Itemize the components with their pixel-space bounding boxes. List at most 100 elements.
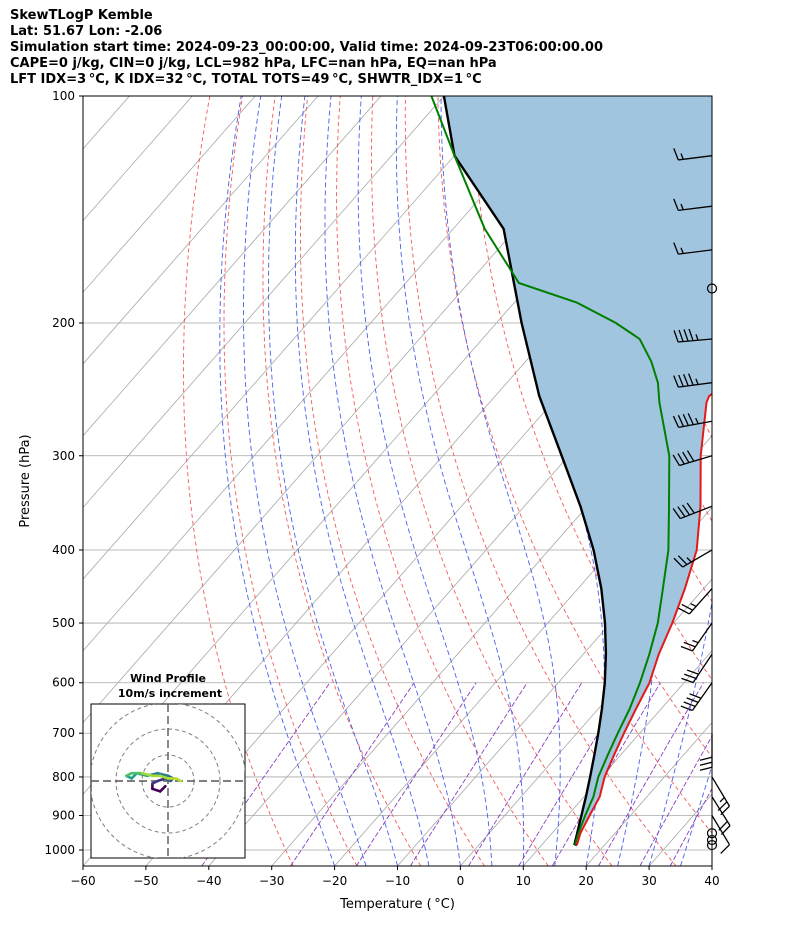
isotherm-line xyxy=(585,721,712,866)
x-tick-label: 20 xyxy=(579,874,594,888)
y-tick-label: 200 xyxy=(52,316,75,330)
dry-adiabat-line xyxy=(336,96,549,866)
moist-adiabat-line xyxy=(294,96,430,866)
y-tick-label: 400 xyxy=(52,543,75,557)
isotherm-line xyxy=(0,96,4,866)
barb-flag xyxy=(720,825,731,835)
cape-shaded-area xyxy=(443,96,712,846)
barb-flag xyxy=(699,756,713,761)
hodograph-segment xyxy=(174,777,183,783)
y-tick-label: 700 xyxy=(52,726,75,740)
hodograph-segment xyxy=(151,787,162,793)
dry-adiabat-line xyxy=(183,96,294,866)
wind-barb xyxy=(711,796,731,835)
barb-flag xyxy=(687,413,694,425)
barb-shaft xyxy=(678,205,713,212)
wind-barb xyxy=(672,502,713,520)
y-tick-label: 600 xyxy=(52,676,75,690)
x-tick-label: −20 xyxy=(322,874,347,888)
axes: −60 −50 −40 −30 −20 −10 0 10 20 30 40 1000 900 800 700… xyxy=(44,89,719,888)
chart-title: SkewTLogP Kemble xyxy=(10,8,153,23)
barb-flag xyxy=(680,645,693,652)
moist-adiabat-line xyxy=(268,96,398,866)
barb-flag xyxy=(699,766,713,771)
isotherm-line xyxy=(460,578,712,866)
barb-flag xyxy=(678,374,684,387)
wind-barb xyxy=(711,815,731,854)
isotherm-line xyxy=(83,96,445,509)
hodograph-segment xyxy=(156,771,170,778)
moist-adiabat-line xyxy=(395,96,525,866)
barb-half-flag xyxy=(695,334,699,341)
barb-flag xyxy=(673,330,679,343)
dry-adiabat-line xyxy=(764,96,794,866)
barb-flag xyxy=(720,805,730,816)
barb-shaft xyxy=(682,549,713,568)
y-axis-label: Pressure (hPa) xyxy=(18,434,33,527)
barb-flag xyxy=(673,198,679,211)
barb-flag xyxy=(673,242,679,255)
isotherm-line xyxy=(775,96,794,866)
barb-shaft xyxy=(680,505,713,520)
mixing-ratio-line xyxy=(355,682,477,866)
mixing-ratio-line xyxy=(410,682,528,866)
barb-shaft xyxy=(678,338,713,343)
x-axis-label: Temperature ( °C) xyxy=(339,897,455,912)
y-tick-label: 300 xyxy=(52,449,75,463)
barb-flag xyxy=(686,450,695,462)
barb-half-flag xyxy=(686,557,692,563)
time-line: Simulation start time: 2024-09-23_00:00:… xyxy=(10,40,603,55)
y-tick-label: 800 xyxy=(52,770,75,784)
x-tick-label: −40 xyxy=(196,874,221,888)
barb-flag xyxy=(683,374,689,387)
moist-adiabat-line xyxy=(711,864,712,866)
dry-adiabat-line xyxy=(698,96,712,149)
x-tick-label: −10 xyxy=(385,874,410,888)
barb-shaft xyxy=(692,653,713,683)
barb-flag xyxy=(673,375,679,388)
barb-flag xyxy=(677,453,685,465)
barb-half-flag xyxy=(695,378,699,385)
wind-barb xyxy=(680,682,713,712)
barb-flag xyxy=(677,506,686,518)
barb-flag xyxy=(689,693,702,699)
isotherm-line xyxy=(208,291,712,866)
wind-barb xyxy=(673,148,713,161)
barb-shaft xyxy=(711,815,731,846)
wind-barb xyxy=(673,328,713,343)
mixing-ratio-line xyxy=(669,787,712,866)
barb-flag xyxy=(686,697,699,703)
moist-adiabat-line xyxy=(680,764,712,866)
hodograph-title: Wind Profile xyxy=(130,672,206,685)
x-tick-label: 10 xyxy=(516,874,531,888)
wind-barb xyxy=(673,549,713,568)
x-tick-label: 30 xyxy=(641,874,656,888)
wind-barb xyxy=(680,622,713,652)
x-tick-label: 0 xyxy=(457,874,465,888)
hodograph-segment xyxy=(140,771,154,778)
moist-adiabat-line xyxy=(324,96,461,866)
barb-flag xyxy=(672,508,681,519)
wind-barbs xyxy=(672,148,731,854)
dry-adiabat-line xyxy=(437,96,712,834)
temperature-profile-line xyxy=(575,392,712,846)
wind-barb xyxy=(678,588,713,615)
barb-half-flag xyxy=(719,797,725,803)
x-tick-label: −30 xyxy=(259,874,284,888)
wind-barb xyxy=(673,242,713,255)
moist-adiabat-line xyxy=(243,96,367,866)
barb-half-flag xyxy=(680,203,684,211)
x-tick-label: 40 xyxy=(704,874,719,888)
location-line: Lat: 51.67 Lon: -2.06 xyxy=(10,24,163,39)
barb-shaft xyxy=(678,249,713,255)
dry-adiabat-line xyxy=(404,96,677,866)
barb-shaft xyxy=(691,682,713,711)
barb-flag xyxy=(672,454,680,466)
isotherm-line xyxy=(83,96,508,580)
stability-line: LFT IDX=3 °C, K IDX=32 °C, TOTAL TOTS=49… xyxy=(10,72,482,87)
y-tick-label: 500 xyxy=(52,616,75,630)
wind-barb xyxy=(699,733,713,771)
hodograph-plot xyxy=(91,704,245,858)
barb-flag xyxy=(677,555,688,566)
